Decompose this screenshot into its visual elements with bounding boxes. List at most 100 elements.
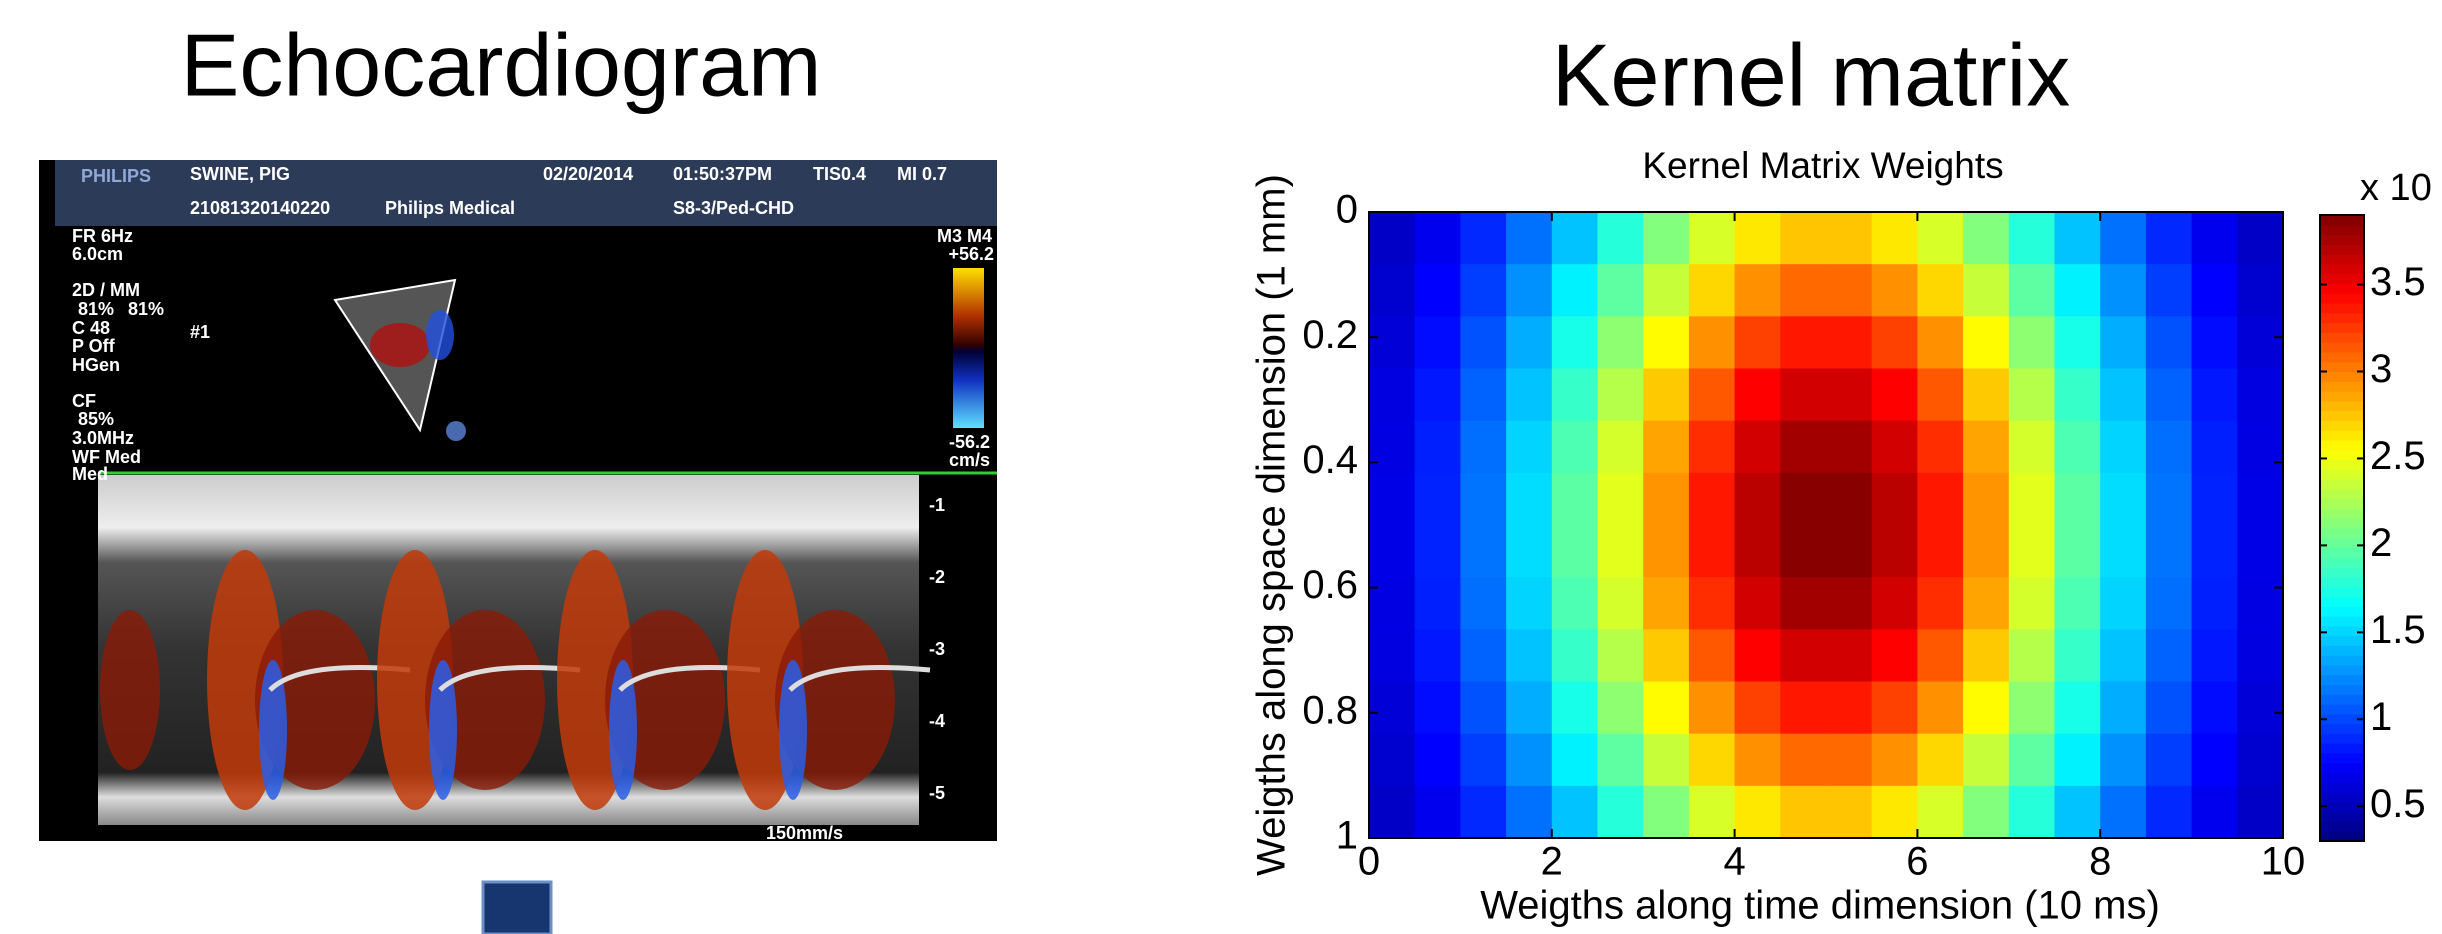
heatmap-cell xyxy=(1506,472,1553,526)
colorbar-segment xyxy=(2320,283,2364,294)
heatmap-cell xyxy=(1826,733,1873,787)
heatmap-cell xyxy=(1551,629,1599,683)
colorbar-segment xyxy=(2320,528,2364,539)
colorbar-tick-label: 3.5 xyxy=(2370,260,2426,304)
heatmap-cell xyxy=(2145,472,2193,526)
heatmap-cell xyxy=(1688,212,1736,265)
colorbar-segment xyxy=(2320,420,2364,431)
colorbar-segment xyxy=(2320,606,2364,617)
x-tick-label: 0 xyxy=(1358,840,1380,884)
colorbar-tick-label: 1.5 xyxy=(2370,608,2426,652)
heatmap-cell xyxy=(2100,629,2147,683)
heatmap-cell xyxy=(1460,212,1507,265)
echo-probe-icon xyxy=(446,421,466,441)
heatmap-cell xyxy=(1597,472,1644,526)
x-tick-label: 4 xyxy=(1723,840,1745,884)
heatmap-cell xyxy=(2191,472,2238,526)
colorbar-label: x 10 xyxy=(2360,167,2432,209)
heatmap-cell xyxy=(1597,368,1644,422)
heatmap-cell xyxy=(2145,785,2193,839)
heatmap-cell xyxy=(1826,785,1873,839)
heatmap-cell xyxy=(1460,368,1507,422)
colorbar-segment xyxy=(2320,752,2364,764)
heatmap-cell xyxy=(2145,420,2193,474)
heatmap-cell xyxy=(1734,681,1781,735)
heatmap-cell xyxy=(1780,368,1827,422)
heatmap-cell xyxy=(1551,264,1599,317)
heatmap-cell xyxy=(2008,681,2056,735)
heatmap-cell xyxy=(2191,368,2238,422)
heatmap-cell xyxy=(1551,577,1599,630)
heatmap-cell xyxy=(2145,525,2193,578)
heatmap-cell xyxy=(1780,577,1827,630)
echo-text: 6.0cm xyxy=(72,244,123,264)
heatmap-cell xyxy=(2100,368,2147,422)
heatmap-cell xyxy=(2237,420,2284,474)
heatmap-cell xyxy=(2100,681,2147,735)
heatmap-cell xyxy=(1734,472,1781,526)
colorbar-segment xyxy=(2320,449,2364,461)
heatmap-cell xyxy=(1780,420,1827,474)
y-tick-label: 0 xyxy=(1336,188,1358,232)
heatmap-cell xyxy=(1688,525,1736,578)
colorbar-frame xyxy=(2319,214,2365,842)
colorbar-segment xyxy=(2320,713,2364,725)
heatmap-cell xyxy=(2145,316,2193,370)
heatmap-cell xyxy=(2145,212,2193,265)
colorbar-segment xyxy=(2320,303,2364,314)
heatmap-cell xyxy=(2100,472,2147,526)
echo-text: -56.2 xyxy=(949,432,990,452)
colorbar-segment xyxy=(2320,391,2364,402)
colorbar-segment xyxy=(2320,557,2364,568)
heatmap-cell xyxy=(1826,316,1873,370)
heatmap-cell xyxy=(1780,316,1827,370)
heatmap-cell xyxy=(2145,629,2193,683)
echo-text: 21081320140220 xyxy=(190,198,330,218)
y-tick-label: 1 xyxy=(1336,814,1358,858)
heatmap-cell xyxy=(2008,212,2056,265)
heatmap-cell xyxy=(1506,316,1553,370)
heatmap-cell xyxy=(1414,212,1461,265)
heatmap-cell xyxy=(2054,212,2101,265)
colorbar-tick-label: 2 xyxy=(2370,521,2392,565)
heatmap-cell xyxy=(2145,368,2193,422)
colorbar-segment xyxy=(2320,342,2364,353)
echo-sector-flow xyxy=(426,310,454,360)
echo-text: P Off xyxy=(72,336,116,356)
heatmap-cell xyxy=(1643,525,1690,578)
y-tick-label: 0.6 xyxy=(1302,563,1358,607)
heatmap-cell xyxy=(1597,525,1644,578)
heatmap-cell xyxy=(1963,629,2010,683)
colorbar-tick-label: 2.5 xyxy=(2370,434,2426,478)
echo-header xyxy=(55,160,997,226)
heatmap-cell xyxy=(1506,785,1553,839)
heatmap-cell xyxy=(2237,368,2284,422)
heatmap-cell xyxy=(2191,785,2238,839)
heatmap-cell xyxy=(1734,629,1781,683)
heatmap-cell xyxy=(1826,368,1873,422)
colorbar-segment xyxy=(2320,625,2364,637)
x-tick-label: 8 xyxy=(2089,840,2111,884)
heatmap-cell xyxy=(2008,525,2056,578)
heatmap-cell xyxy=(1597,681,1644,735)
heatmap-cell xyxy=(2191,316,2238,370)
heatmap-cell xyxy=(1871,577,1918,630)
colorbar-segment xyxy=(2320,537,2364,549)
echo-text: MI 0.7 xyxy=(897,164,947,184)
echo-text: TIS0.4 xyxy=(813,164,866,184)
heatmap-cell xyxy=(1780,785,1827,839)
heatmap-cell xyxy=(1551,316,1599,370)
heatmap-cell xyxy=(1917,472,1964,526)
colorbar-segment xyxy=(2320,469,2364,480)
heatmap-cell xyxy=(1780,733,1827,787)
heatmap-cell xyxy=(2100,525,2147,578)
colorbar-segment xyxy=(2320,224,2364,236)
axes: 0 2 4 6 8 10 0 0.2 0.4 0.6 0.8 1 0.5 1 1.5 2 2.5 3 3.5 xyxy=(1302,188,2425,884)
echo-text: -1 xyxy=(929,495,945,515)
heatmap-cell xyxy=(2145,733,2193,787)
heatmap-cell xyxy=(1917,629,1964,683)
colorbar-segment xyxy=(2320,332,2364,343)
colorbar-segment xyxy=(2320,410,2364,422)
heatmap-cell xyxy=(1780,629,1827,683)
